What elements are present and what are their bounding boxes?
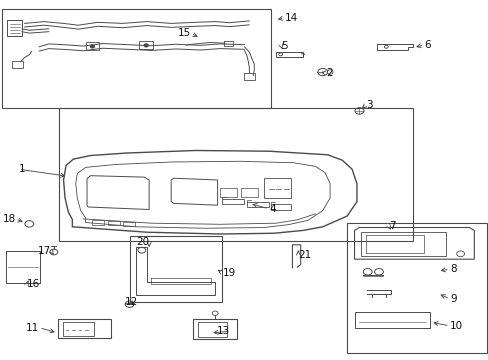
Bar — [85, 42, 99, 50]
Bar — [354, 312, 429, 328]
Bar — [12, 61, 23, 68]
Text: 6: 6 — [424, 40, 430, 50]
Text: 4: 4 — [268, 204, 275, 214]
Bar — [271, 204, 290, 210]
Text: 19: 19 — [222, 268, 235, 278]
Text: 14: 14 — [284, 13, 297, 23]
Bar — [62, 322, 94, 336]
Text: 7: 7 — [388, 221, 395, 231]
Text: 5: 5 — [281, 41, 287, 51]
Text: 11: 11 — [26, 323, 39, 333]
Circle shape — [90, 45, 94, 48]
Text: 15: 15 — [177, 28, 190, 39]
Bar — [264, 178, 290, 198]
Bar — [365, 235, 424, 253]
Bar — [92, 220, 104, 225]
Bar — [58, 319, 111, 338]
Bar — [246, 202, 268, 207]
Bar — [224, 41, 232, 46]
Text: 21: 21 — [298, 249, 311, 260]
Bar — [139, 41, 153, 49]
Bar — [360, 232, 446, 256]
Text: 8: 8 — [449, 264, 456, 274]
Text: 10: 10 — [449, 321, 462, 331]
Bar — [346, 223, 486, 353]
Bar — [241, 188, 258, 197]
Bar — [107, 221, 120, 225]
Bar — [198, 322, 227, 337]
Text: 20: 20 — [136, 237, 149, 247]
Bar — [6, 251, 40, 283]
Text: 16: 16 — [27, 279, 40, 289]
Text: 2: 2 — [326, 68, 333, 78]
Bar — [59, 108, 412, 241]
Circle shape — [144, 44, 148, 47]
Text: 13: 13 — [216, 326, 229, 336]
Text: 18: 18 — [2, 214, 16, 224]
Text: 12: 12 — [124, 297, 138, 307]
Text: 1: 1 — [19, 164, 25, 174]
Bar — [129, 236, 222, 302]
Bar — [244, 73, 255, 80]
Bar — [123, 222, 135, 226]
Bar — [222, 199, 244, 204]
Text: 3: 3 — [365, 100, 372, 110]
Text: 9: 9 — [449, 294, 456, 304]
Bar — [220, 188, 237, 197]
Text: 17: 17 — [38, 246, 51, 256]
Bar — [7, 20, 22, 36]
Bar — [2, 9, 271, 108]
Bar — [193, 319, 237, 339]
